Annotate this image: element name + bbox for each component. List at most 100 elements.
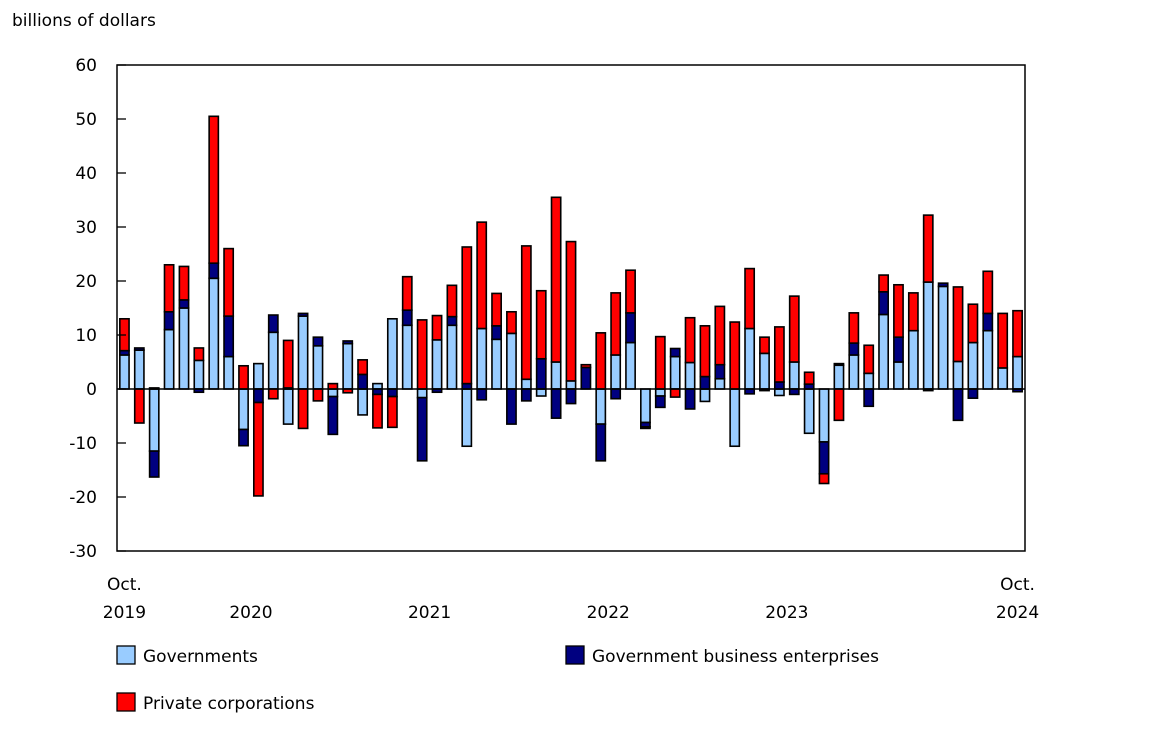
bar-private-corporations	[282, 339, 294, 389]
bar-private-corporations	[193, 347, 205, 362]
bar-private-corporations	[535, 289, 547, 360]
bar-private-corporations	[238, 364, 249, 390]
bar-private-corporations	[223, 247, 235, 317]
bar-government-business-enterprises	[610, 388, 622, 400]
bar-governments	[446, 324, 458, 390]
y-tick-label: 50	[75, 110, 97, 130]
bar-private-corporations	[729, 321, 741, 390]
bar-governments	[759, 352, 770, 390]
bar-government-business-enterprises	[416, 396, 428, 462]
bar-government-business-enterprises	[833, 362, 845, 367]
bar-governments	[312, 344, 324, 390]
bar-governments	[476, 327, 488, 390]
bar-governments	[520, 378, 532, 390]
bar-private-corporations	[833, 388, 845, 422]
bars	[119, 115, 1023, 497]
bar-private-corporations	[803, 371, 815, 385]
bar-governments	[937, 285, 949, 390]
bar-private-corporations	[461, 246, 473, 385]
bar-private-corporations	[669, 388, 681, 398]
bar-government-business-enterprises	[893, 336, 904, 363]
bar-private-corporations	[654, 335, 666, 390]
legend-swatch	[565, 645, 585, 665]
bar-private-corporations	[178, 265, 190, 301]
bar-governments	[372, 382, 383, 390]
bar-governments	[848, 354, 860, 390]
bar-private-corporations	[952, 286, 964, 363]
bar-governments	[952, 360, 964, 390]
bar-private-corporations	[878, 274, 890, 293]
bar-governments	[506, 332, 517, 390]
bar-governments	[491, 338, 502, 390]
legend-label: Government business enterprises	[592, 647, 879, 667]
bar-government-business-enterprises	[952, 388, 964, 422]
legend-swatch	[116, 692, 136, 712]
bar-governments	[357, 388, 369, 416]
y-tick-label: 10	[75, 326, 97, 346]
bar-governments	[729, 388, 741, 448]
x-tick-label: 2024	[996, 603, 1039, 623]
bar-governments	[878, 313, 890, 390]
bar-private-corporations	[640, 425, 651, 430]
bar-government-business-enterprises	[223, 315, 235, 358]
bar-governments	[907, 329, 919, 390]
bar-government-business-enterprises	[133, 347, 145, 351]
bar-governments	[893, 361, 904, 390]
bar-private-corporations	[297, 388, 309, 430]
y-tick-label: -20	[69, 488, 97, 508]
x-tick-label: Oct.	[1000, 575, 1035, 595]
bar-governments	[342, 342, 354, 390]
bar-government-business-enterprises	[252, 388, 264, 404]
bar-governments	[1012, 355, 1023, 390]
legend-label: Governments	[143, 647, 258, 667]
bar-governments	[223, 355, 235, 390]
x-tick-label: 2019	[103, 603, 146, 623]
bar-government-business-enterprises	[208, 262, 220, 280]
legend: Governments Government business enterpris…	[116, 645, 879, 714]
bar-government-business-enterprises	[238, 428, 249, 447]
bar-government-business-enterprises	[148, 450, 160, 478]
bar-private-corporations	[773, 326, 785, 383]
bar-private-corporations	[312, 388, 324, 402]
bar-governments	[193, 359, 205, 390]
bar-government-business-enterprises	[312, 336, 324, 347]
bar-private-corporations	[744, 267, 756, 330]
bar-private-corporations	[610, 292, 622, 356]
bar-governments	[967, 341, 979, 390]
bar-private-corporations	[133, 388, 145, 424]
bar-government-business-enterprises	[372, 388, 383, 396]
bar-private-corporations	[446, 284, 458, 318]
bar-governments	[863, 372, 875, 390]
bar-government-business-enterprises	[297, 312, 309, 317]
bar-government-business-enterprises	[163, 310, 175, 331]
bar-governments	[803, 388, 815, 435]
bar-government-business-enterprises	[595, 423, 607, 462]
bar-government-business-enterprises	[550, 388, 562, 419]
bar-governments	[327, 388, 339, 398]
bar-governments	[669, 355, 681, 390]
bar-government-business-enterprises	[461, 382, 473, 390]
bar-government-business-enterprises	[699, 375, 711, 390]
bar-governments	[684, 361, 696, 390]
bar-governments	[595, 388, 607, 425]
bar-governments	[654, 388, 666, 397]
y-tick-label: -30	[69, 542, 97, 562]
bar-government-business-enterprises	[818, 441, 830, 475]
bar-government-business-enterprises	[848, 342, 860, 356]
x-tick-label: 2022	[587, 603, 630, 623]
bar-private-corporations	[372, 393, 383, 429]
bar-governments	[163, 328, 175, 390]
bar-governments	[744, 327, 756, 390]
bar-government-business-enterprises	[788, 388, 800, 396]
bar-governments	[178, 307, 190, 390]
bar-private-corporations	[491, 292, 502, 327]
bar-governments	[610, 354, 622, 390]
bar-governments	[386, 317, 398, 390]
bar-government-business-enterprises	[267, 314, 279, 334]
bar-private-corporations	[699, 325, 711, 378]
bar-government-business-enterprises	[982, 312, 994, 332]
bar-government-business-enterprises	[506, 388, 517, 425]
bar-private-corporations	[520, 245, 532, 381]
bar-government-business-enterprises	[863, 388, 875, 408]
y-tick-label: 30	[75, 218, 97, 238]
